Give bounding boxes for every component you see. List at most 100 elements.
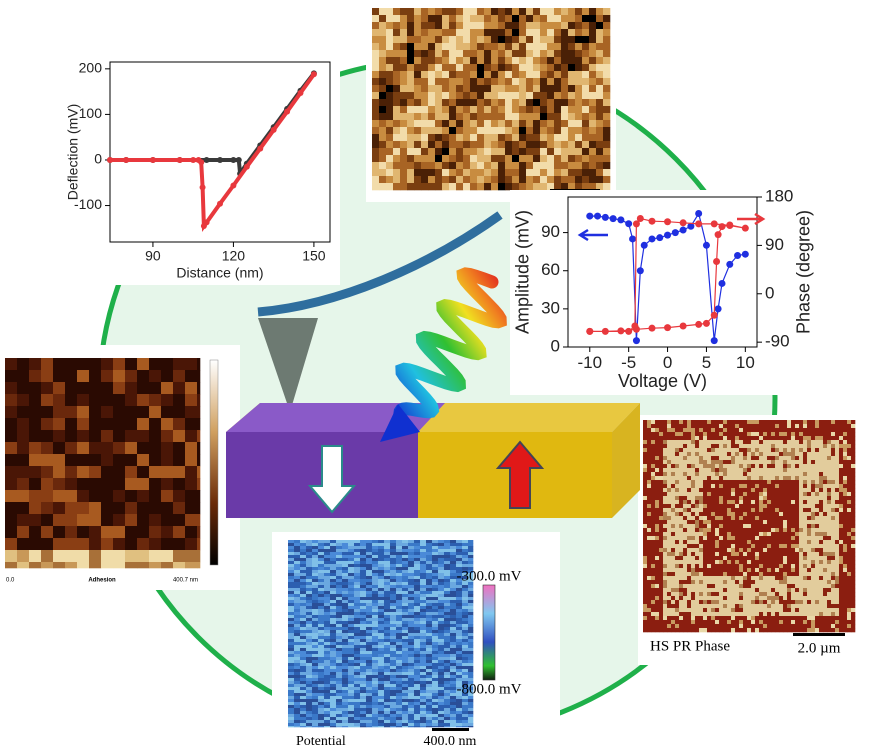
pixel <box>384 546 391 550</box>
pixel <box>450 699 457 703</box>
pixel <box>462 567 469 571</box>
pixel <box>312 546 319 550</box>
pixel <box>568 92 576 100</box>
pixel <box>795 496 800 501</box>
pixel <box>462 591 469 595</box>
pixel <box>547 92 555 100</box>
pixel <box>526 36 534 44</box>
pixel <box>324 600 331 604</box>
pixel <box>671 456 676 461</box>
pixel <box>791 520 796 525</box>
pixel <box>771 528 776 533</box>
pixel <box>435 113 443 121</box>
pixel <box>735 432 740 437</box>
pixel <box>667 436 672 441</box>
pixel <box>330 660 337 664</box>
pixel <box>851 512 856 517</box>
pixel <box>5 394 18 407</box>
pixel <box>17 454 30 467</box>
pixel <box>671 492 676 497</box>
pixel <box>77 490 90 503</box>
pixel <box>149 442 162 455</box>
pixel <box>731 448 736 453</box>
pixel <box>360 726 367 728</box>
pixel <box>426 540 433 544</box>
pixel <box>519 92 527 100</box>
pixel <box>428 176 436 184</box>
pixel <box>324 621 331 625</box>
pixel <box>719 500 724 505</box>
pixel <box>643 524 648 529</box>
pixel <box>803 488 808 493</box>
pixel <box>390 558 397 562</box>
pixel <box>300 588 307 592</box>
pixel <box>795 468 800 473</box>
pixel <box>294 552 301 556</box>
pixel <box>783 532 788 537</box>
pixel <box>663 556 668 561</box>
pixel <box>438 555 445 559</box>
pixel <box>444 723 451 727</box>
pixel <box>393 162 401 170</box>
pixel <box>402 627 409 631</box>
pixel <box>438 546 445 550</box>
pixel <box>384 609 391 613</box>
pixel <box>354 639 361 643</box>
pixel <box>348 591 355 595</box>
pixel <box>547 43 555 51</box>
pixel <box>449 106 457 114</box>
pixel <box>438 693 445 697</box>
pixel <box>596 134 604 142</box>
pixel <box>751 452 756 457</box>
pixel <box>533 113 541 121</box>
pixel <box>651 556 656 561</box>
pixel <box>372 570 379 574</box>
pixel <box>727 420 732 425</box>
pixel <box>699 484 704 489</box>
pixel <box>456 603 463 607</box>
pixel <box>5 430 18 443</box>
pixel <box>719 504 724 509</box>
pixel <box>823 420 828 425</box>
pixel <box>827 532 832 537</box>
pixel <box>438 621 445 625</box>
pixel <box>675 524 680 529</box>
pixel <box>366 639 373 643</box>
pixel <box>723 452 728 457</box>
pixel <box>89 370 102 383</box>
pixel <box>330 699 337 703</box>
pixel <box>378 543 385 547</box>
pixel <box>288 552 295 556</box>
pixel <box>687 552 692 557</box>
pixel <box>312 573 319 577</box>
pixel <box>470 71 478 79</box>
pixel <box>739 444 744 449</box>
pixel <box>468 567 474 571</box>
pixel <box>378 558 385 562</box>
pixel <box>378 684 385 688</box>
pixel <box>747 420 752 425</box>
pixel <box>759 480 764 485</box>
pixel <box>582 127 590 135</box>
pixel <box>731 532 736 537</box>
pixel <box>330 684 337 688</box>
pixel <box>835 524 840 529</box>
pixel <box>526 162 534 170</box>
pixel <box>372 71 380 79</box>
pixel <box>751 520 756 525</box>
pixel <box>763 520 768 525</box>
pixel <box>715 424 720 429</box>
pixel <box>438 588 445 592</box>
pixel <box>703 532 708 537</box>
pixel <box>707 536 712 541</box>
pixel <box>540 71 548 79</box>
pixel <box>839 544 844 549</box>
pixel <box>438 594 445 598</box>
pixel <box>312 570 319 574</box>
pixel <box>533 22 541 30</box>
pixel <box>561 169 569 177</box>
pixel <box>318 615 325 619</box>
pixel <box>444 546 451 550</box>
pixel <box>360 678 367 682</box>
pixel <box>372 594 379 598</box>
